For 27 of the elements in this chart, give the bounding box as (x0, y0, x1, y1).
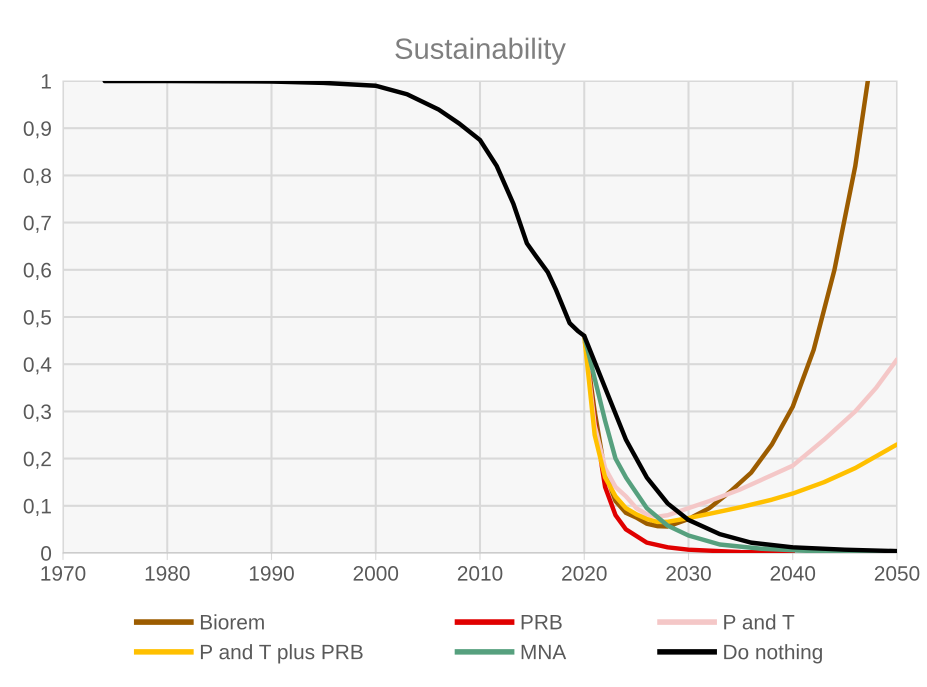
x-tick-label: 2020 (562, 566, 607, 581)
y-tick-label: 0,7 (24, 216, 51, 233)
y-tick-label: 0,8 (24, 168, 51, 186)
legend-label: P and T plus PRB (200, 644, 363, 664)
y-tick-label: 0,3 (24, 404, 51, 422)
x-tick-label: 1970 (41, 566, 86, 581)
legend-label: Biorem (200, 614, 264, 630)
y-tick-label: 1 (42, 74, 51, 89)
x-tick-label: 1990 (250, 566, 294, 581)
y-tick-label: 0,6 (24, 262, 51, 280)
x-tick-label: 2030 (666, 566, 711, 581)
y-tick-label: 0,2 (24, 452, 51, 469)
y-tick-label: 0,5 (24, 310, 52, 328)
legend-label: P and T (724, 614, 794, 630)
x-tick-label: 2050 (874, 566, 920, 581)
legend-label: Do nothing (724, 644, 822, 664)
y-tick-label: 0,1 (24, 498, 51, 516)
legend-label: MNA (522, 644, 566, 660)
chart-title: Sustainability (395, 38, 566, 65)
x-tick-label: 1980 (146, 566, 190, 581)
y-tick-label: 0,4 (24, 357, 52, 374)
legend-label: PRB (522, 614, 562, 630)
x-tick-label: 2040 (770, 566, 816, 581)
x-tick-label: 2000 (354, 566, 398, 581)
y-tick-label: 0,9 (24, 121, 51, 138)
y-tick-label: 0 (41, 546, 52, 561)
x-tick-label: 2010 (458, 566, 502, 581)
